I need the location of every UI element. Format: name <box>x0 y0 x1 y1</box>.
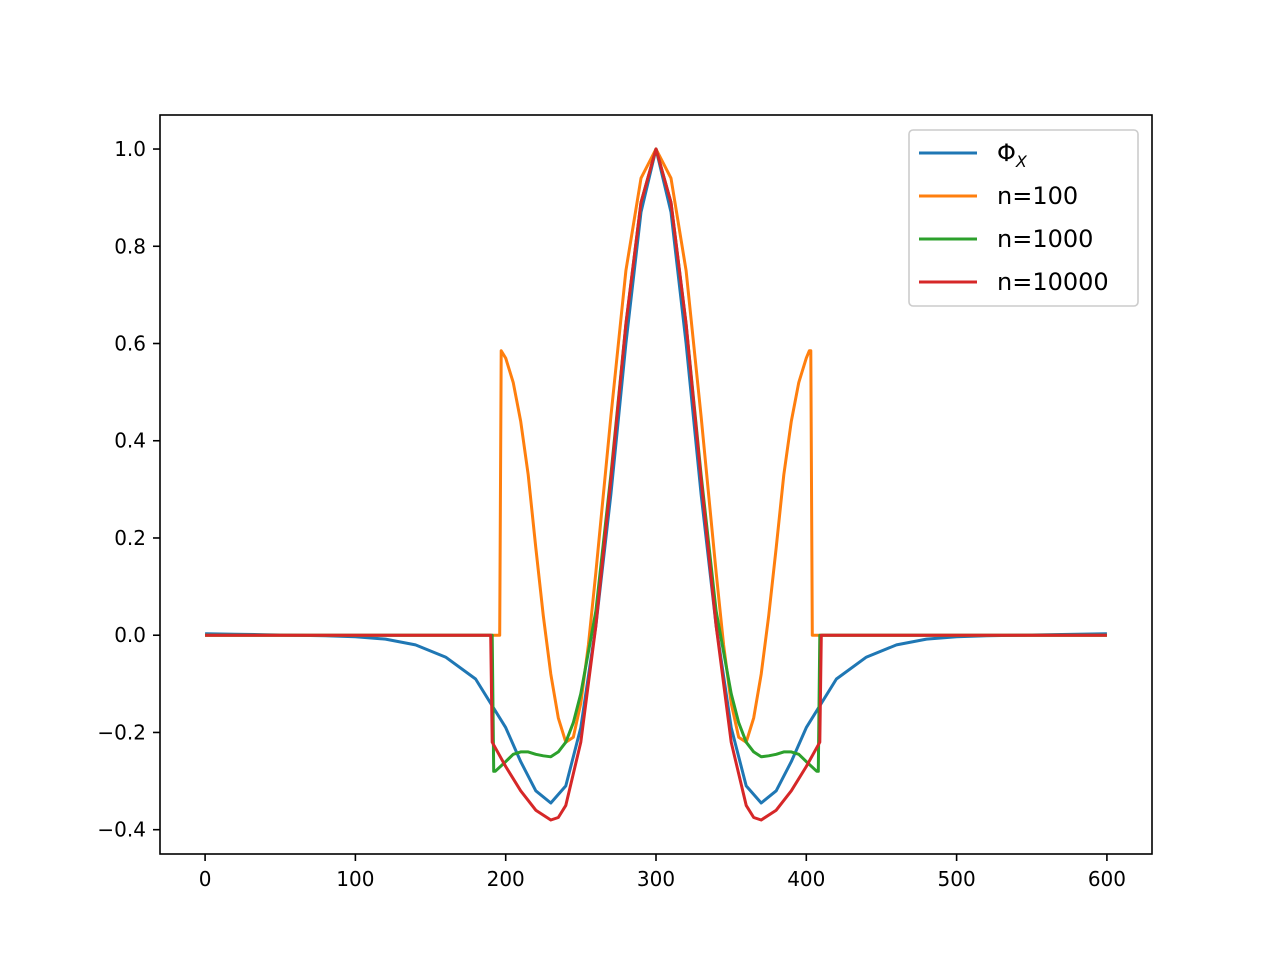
y-tick-label: 0.0 <box>114 623 146 647</box>
x-tick-label: 400 <box>787 867 825 891</box>
x-tick-label: 300 <box>637 867 675 891</box>
legend-label: n=1000 <box>997 225 1093 253</box>
x-tick-label: 500 <box>938 867 976 891</box>
x-axis: 0 100 200 300 400 500 600 <box>199 854 1126 891</box>
y-tick-label: 0.2 <box>114 526 146 550</box>
y-tick-label: 0.8 <box>114 234 146 258</box>
series-line-3 <box>205 147 1107 822</box>
y-tick-label: −0.2 <box>97 720 146 744</box>
legend-label-text: n=10000 <box>997 268 1109 296</box>
x-tick-label: 600 <box>1088 867 1126 891</box>
legend-label-text: n=1000 <box>997 225 1093 253</box>
legend-label: n=10000 <box>997 268 1109 296</box>
axes-frame <box>159 114 1153 855</box>
x-tick-label: 0 <box>199 867 212 891</box>
plot-area: 0 100 200 300 400 500 600 −0.4 −0.2 0.0 0.2 0.4 0.6… <box>97 114 1153 891</box>
legend-label-text: n=100 <box>997 182 1078 210</box>
legend-label: ΦX <box>997 139 1028 171</box>
series-line-1 <box>205 147 1107 744</box>
y-tick-label: 1.0 <box>114 137 146 161</box>
legend-label-text: Φ <box>997 139 1016 167</box>
series-lines <box>205 147 1107 822</box>
x-tick-label: 200 <box>487 867 525 891</box>
y-tick-label: 0.6 <box>114 332 146 356</box>
legend-box <box>908 129 1139 307</box>
legend-label-subscript: X <box>1015 152 1028 171</box>
x-tick-label: 100 <box>336 867 374 891</box>
y-tick-label: −0.4 <box>97 818 146 842</box>
legend-label: n=100 <box>997 182 1078 210</box>
y-tick-label: 0.4 <box>114 429 146 453</box>
y-axis: −0.4 −0.2 0.0 0.2 0.4 0.6 0.8 1.0 <box>97 137 160 842</box>
